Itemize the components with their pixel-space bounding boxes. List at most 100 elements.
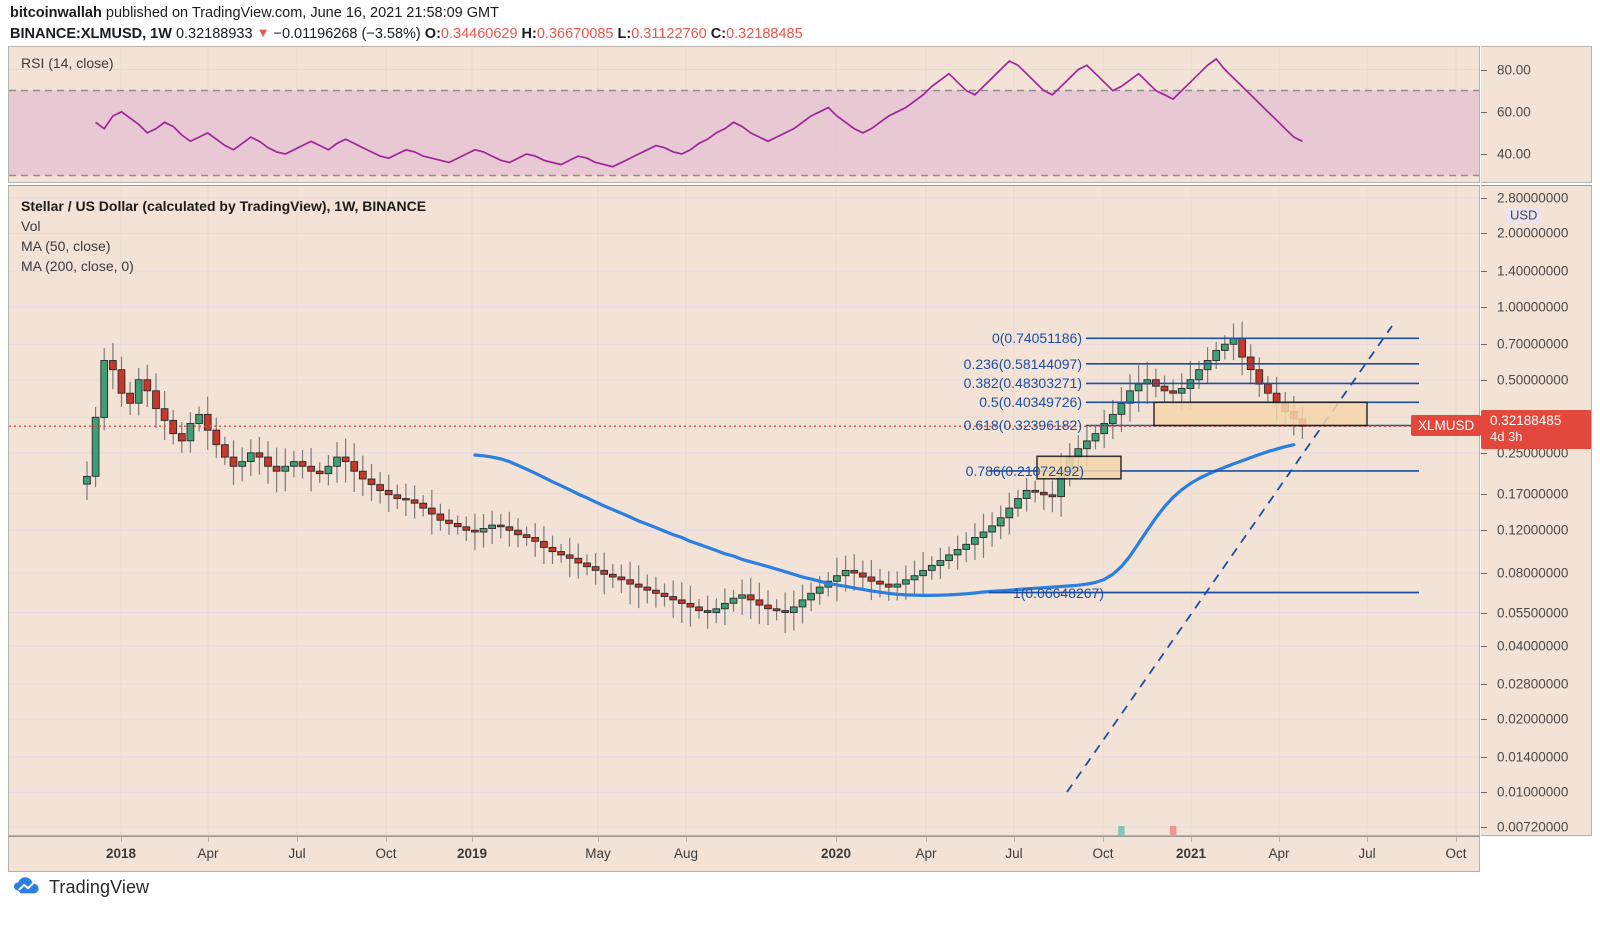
candlestick <box>272 465 281 472</box>
candlestick <box>393 494 402 500</box>
candlestick <box>798 599 807 608</box>
candlestick <box>677 599 686 604</box>
symbol-price-tag: XLMUSD <box>1411 415 1482 437</box>
candlestick <box>143 379 152 392</box>
candlestick <box>626 579 634 585</box>
candlestick <box>1117 402 1126 415</box>
candlestick <box>203 413 212 431</box>
time-axis-label: Apr <box>915 846 937 861</box>
price-tick <box>1481 379 1487 381</box>
candlestick <box>643 586 652 591</box>
rsi-price-scale[interactable]: 80.00 60.00 40.00 <box>1481 46 1592 183</box>
candlestick <box>298 461 307 467</box>
time-axis-label: 2019 <box>456 846 488 861</box>
candlestick <box>221 444 229 458</box>
candlestick <box>833 575 841 582</box>
candlestick <box>134 379 143 404</box>
price-change: −0.01196268 (−3.58%) <box>273 26 421 42</box>
candlestick <box>1220 343 1229 351</box>
ma-200-line <box>473 443 1296 597</box>
candlestick <box>212 429 221 446</box>
price-tick <box>1481 233 1487 235</box>
price-axis-label: 0.70000000 <box>1497 336 1569 352</box>
time-axis[interactable]: 2018 Apr Jul Oct 2019 May Aug 2020 Apr Jul Oct 2021… <box>8 836 1480 872</box>
candlestick <box>195 413 203 425</box>
rsi-axis-label: 80.00 <box>1497 62 1531 77</box>
time-tick <box>686 837 687 842</box>
trendline[interactable] <box>1066 325 1393 793</box>
candlestick <box>1160 385 1169 392</box>
candlestick <box>419 502 428 509</box>
time-axis-label: May <box>585 846 611 861</box>
rsi-pane[interactable]: RSI (14, close) <box>8 46 1480 183</box>
rsi-tick <box>1481 69 1487 71</box>
publish-line: bitcoinwallah published on TradingView.c… <box>10 4 1590 23</box>
candlestick <box>764 604 772 610</box>
candlestick <box>186 423 195 442</box>
price-tick <box>1481 344 1487 346</box>
price-pane[interactable]: 0(0.74051186) 0.236(0.58144097) 0.382(0.48… <box>8 185 1480 836</box>
publish-text: published on TradingView.com, June 16, 2… <box>105 5 499 21</box>
low-value: 0.31122760 <box>631 26 707 42</box>
candlestick <box>565 554 574 559</box>
price-axis-label: 0.02000000 <box>1497 711 1569 727</box>
time-axis-label: 2020 <box>820 846 852 861</box>
price-tick <box>1481 306 1487 308</box>
price-tick <box>1481 827 1487 828</box>
rsi-overbought-oversold-band <box>9 90 1479 176</box>
price-plot <box>9 186 1479 835</box>
candlestick <box>841 569 850 577</box>
candlestick <box>902 579 910 585</box>
candlestick <box>531 537 540 542</box>
candlestick <box>721 602 729 610</box>
price-tick <box>1481 719 1487 721</box>
close-label: C: <box>710 26 727 42</box>
candlestick <box>514 529 522 536</box>
candlestick <box>281 465 290 472</box>
candlestick <box>1108 413 1117 425</box>
candlestick <box>600 569 609 575</box>
time-tick <box>297 837 298 842</box>
candlestick <box>815 586 824 594</box>
candlestick <box>117 369 126 394</box>
price-tick <box>1481 756 1487 758</box>
price-tick <box>1481 271 1487 273</box>
rsi-title: RSI (14, close) <box>21 55 114 71</box>
high-value: 0.36670085 <box>536 26 614 42</box>
candlestick <box>988 525 996 533</box>
candlestick <box>169 419 178 435</box>
candlestick <box>738 594 746 599</box>
supply-zone-rectangle[interactable] <box>1153 401 1368 427</box>
demand-zone-rectangle[interactable] <box>1036 455 1122 480</box>
candlestick <box>695 606 703 612</box>
fibonacci-level-label: 0(0.74051186) <box>991 330 1082 347</box>
footer: TradingView <box>14 876 149 898</box>
price-scale[interactable]: 2.80000000 2.00000000 1.40000000 1.00000000… <box>1481 185 1592 836</box>
candlestick <box>557 551 565 556</box>
candlestick <box>1005 507 1014 519</box>
candlestick <box>376 484 384 491</box>
rsi-axis-label: 60.00 <box>1497 104 1531 120</box>
open-value: 0.34460629 <box>440 26 518 42</box>
close-value: 0.32188485 <box>726 26 803 42</box>
candlestick <box>126 392 134 404</box>
candlestick <box>255 452 264 458</box>
candlestick <box>583 562 591 568</box>
candlestick <box>850 569 859 574</box>
rsi-plot <box>9 47 1479 182</box>
candlestick <box>1039 491 1048 496</box>
candlestick <box>712 608 721 614</box>
currency-chip: USD <box>1505 207 1543 223</box>
price-tick <box>1481 493 1487 495</box>
low-label: L: <box>617 26 632 42</box>
candlestick <box>290 461 298 467</box>
price-axis-label: 0.02800000 <box>1497 676 1569 692</box>
candlestick <box>315 470 324 475</box>
candlestick <box>1203 360 1212 371</box>
candlestick <box>358 470 367 480</box>
candlestick <box>350 461 359 472</box>
price-axis-label: 0.01000000 <box>1497 784 1569 800</box>
candlestick <box>927 564 936 571</box>
candlestick <box>324 465 333 475</box>
bar-countdown: 4d 3h <box>1490 429 1523 445</box>
